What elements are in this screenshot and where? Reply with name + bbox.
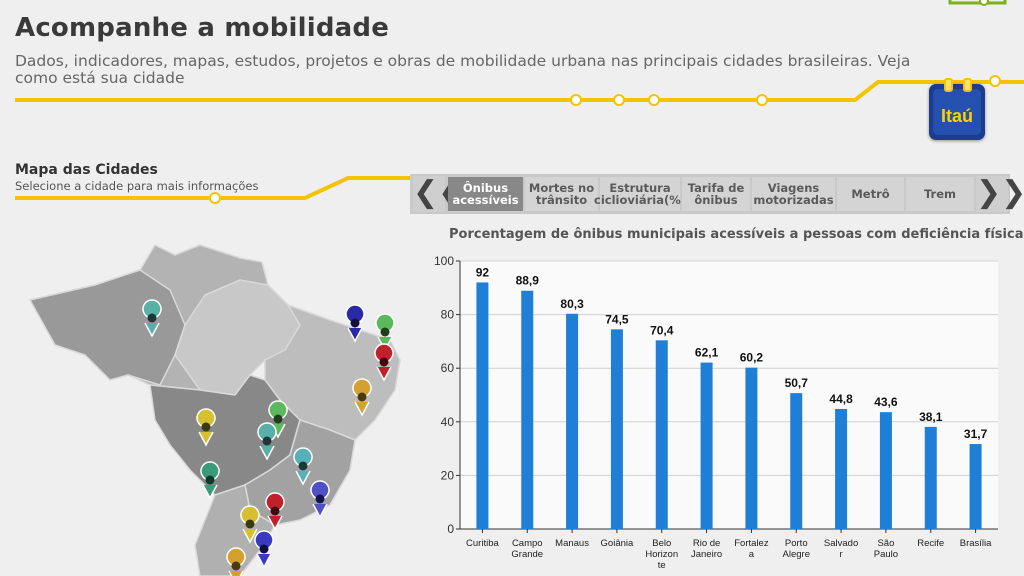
bar[interactable] (790, 393, 803, 529)
city-marker[interactable] (226, 547, 246, 576)
tab-viagens-motorizadas[interactable]: Viagens motorizadas (752, 177, 835, 211)
itau-logo[interactable]: Itaú (929, 78, 985, 140)
city-marker[interactable] (265, 492, 285, 531)
city-marker[interactable] (374, 343, 394, 382)
y-tick-label: 60 (441, 361, 455, 375)
y-tick-label: 20 (441, 468, 455, 482)
data-label: 62,1 (695, 346, 719, 360)
bar[interactable] (521, 290, 534, 529)
y-tick-label: 80 (441, 308, 455, 322)
bar[interactable] (655, 340, 668, 529)
x-tick-label: São Paulo (874, 538, 898, 560)
data-label: 44,8 (829, 392, 853, 406)
data-label: 74,5 (605, 312, 629, 326)
city-marker[interactable] (142, 299, 162, 338)
x-tick-label: Campo Grande (511, 538, 543, 560)
bar[interactable] (745, 367, 758, 529)
next-arrow-button[interactable]: ❯❯ (976, 175, 1024, 212)
data-label: 38,1 (919, 410, 943, 424)
data-label: 88,9 (516, 274, 540, 288)
x-tick-label: Fortalez a (734, 538, 769, 560)
y-tick-label: 40 (441, 415, 455, 429)
city-marker[interactable] (345, 304, 365, 343)
page-subtitle: Dados, indicadores, mapas, estudos, proj… (15, 52, 911, 87)
city-marker[interactable] (293, 447, 313, 486)
tab-mortes-transito[interactable]: Mortes no trânsito (525, 177, 598, 211)
data-label: 43,6 (874, 395, 898, 409)
x-tick-label: Manaus (555, 538, 589, 549)
data-label: 31,7 (964, 427, 988, 441)
bar[interactable] (700, 362, 713, 529)
region-south[interactable] (194, 484, 276, 576)
brazil-map[interactable] (0, 225, 410, 576)
region-amazonas[interactable] (29, 269, 186, 386)
y-tick-label: 100 (434, 254, 454, 268)
bar[interactable] (835, 408, 848, 529)
tab-trem[interactable]: Trem (906, 177, 974, 211)
map-subtitle: Selecione a cidade para mais informações (15, 179, 259, 193)
data-label: 50,7 (785, 376, 809, 390)
bar[interactable] (924, 426, 937, 529)
city-marker[interactable] (257, 422, 277, 461)
city-marker[interactable] (352, 378, 372, 417)
bar[interactable] (879, 412, 892, 529)
city-markers (142, 299, 395, 576)
plot-area (460, 261, 998, 529)
city-marker[interactable] (310, 480, 330, 519)
x-tick-label: Brasília (960, 538, 992, 549)
tab-onibus-acessiveis[interactable]: Ônibus acessíveis (448, 177, 523, 211)
city-marker[interactable] (240, 505, 260, 544)
data-label: 70,4 (650, 323, 674, 337)
x-tick-label: Belo Horizon te (645, 538, 678, 571)
page-title: Acompanhe a mobilidade (15, 13, 390, 43)
x-tick-label: Porto Alegre (783, 538, 810, 560)
tab-estrutura-cicloviaria[interactable]: Estrutura ciclioviária(%) (594, 177, 686, 211)
bar[interactable] (969, 444, 982, 529)
y-tick-label: 0 (447, 522, 454, 536)
x-tick-label: Recife (917, 538, 944, 549)
tab-tarifa-onibus[interactable]: Tarifa de ônibus (682, 177, 750, 211)
data-label: 92 (476, 265, 490, 279)
logo-text: Itaú (940, 106, 973, 126)
tab-metro[interactable]: Metrô (837, 177, 904, 211)
prev-arrow-button[interactable]: ❮❮ (413, 175, 464, 212)
x-tick-label: Goiânia (601, 538, 634, 549)
data-label: 80,3 (560, 297, 584, 311)
bar-chart: 0 20 40 60 80 100 92 Curitiba 88,9 Campo Grande 80,… (434, 254, 998, 571)
x-tick-label: Salvado r (824, 538, 858, 560)
x-tick-label: Rio de Janeiro (691, 538, 722, 560)
city-marker[interactable] (200, 461, 220, 500)
city-marker[interactable] (254, 530, 274, 569)
x-tick-label: Curitiba (466, 538, 499, 549)
chart-title: Porcentagem de ônibus municipais acessív… (449, 227, 1024, 242)
city-marker[interactable] (196, 408, 216, 447)
data-label: 60,2 (740, 351, 764, 365)
bar[interactable] (566, 313, 579, 529)
map-title: Mapa das Cidades (15, 162, 158, 178)
bar[interactable] (610, 329, 623, 529)
bar[interactable] (476, 282, 489, 529)
